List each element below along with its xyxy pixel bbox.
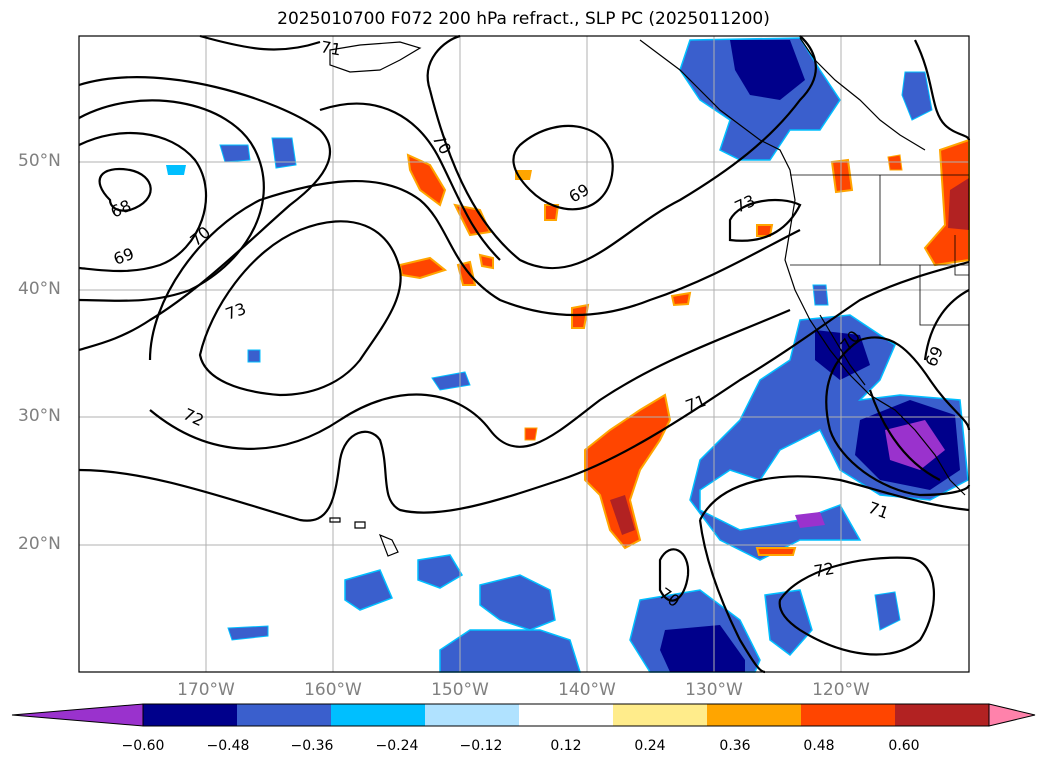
colorbar-swatch — [801, 704, 895, 726]
colorbar-swatch — [519, 704, 613, 726]
contour-label: 71 — [319, 37, 342, 59]
colorbar-tick-label: 0.12 — [550, 738, 582, 754]
lon-label-150w: 150°W — [431, 680, 489, 700]
lat-label-20n: 20°N — [18, 534, 61, 554]
colorbar-swatch — [237, 704, 331, 726]
colorbar-swatch — [707, 704, 801, 726]
lat-label-40n: 40°N — [18, 279, 61, 299]
colorbar-tick-label: 0.24 — [634, 738, 666, 754]
lon-label-170w: 170°W — [177, 680, 235, 700]
colorbar-swatch — [425, 704, 519, 726]
lat-label-50n: 50°N — [18, 151, 61, 171]
colorbar-swatch — [331, 704, 425, 726]
colorbar-tick-label: −0.60 — [121, 738, 165, 754]
coastlines — [329, 37, 966, 557]
lat-label-30n: 30°N — [18, 406, 61, 426]
positive-anomaly-areas — [398, 138, 970, 556]
colorbar-outline — [142, 703, 990, 727]
colorbar-tick-label: −0.24 — [375, 738, 419, 754]
lon-label-160w: 160°W — [304, 680, 362, 700]
graticule — [79, 36, 969, 672]
colorbar-tick-label: 0.60 — [888, 738, 920, 754]
colorbar-extend-high — [988, 703, 1036, 727]
colorbar-swatch — [613, 704, 707, 726]
contour-label: 72 — [812, 559, 835, 581]
slp-contours — [78, 34, 971, 674]
colorbar-swatch — [895, 704, 989, 726]
lon-label-140w: 140°W — [558, 680, 616, 700]
map-title: 2025010700 F072 200 hPa refract., SLP PC… — [277, 9, 770, 29]
colorbar-swatch — [143, 704, 237, 726]
map-panel: 71 70 69 68 69 70 73 72 73 71 69 70 71 7… — [78, 34, 971, 674]
political-boundaries — [790, 174, 969, 326]
colorbar-tick-label: 0.48 — [803, 738, 835, 754]
colorbar-tick-label: −0.48 — [206, 738, 250, 754]
lon-label-130w: 130°W — [685, 680, 743, 700]
lon-label-120w: 120°W — [812, 680, 870, 700]
colorbar-extend-low — [11, 703, 144, 727]
colorbar-tick-label: −0.36 — [290, 738, 334, 754]
colorbar-tick-label: 0.36 — [719, 738, 751, 754]
colorbar-tick-label: −0.12 — [459, 738, 503, 754]
colorbar — [11, 703, 1036, 727]
